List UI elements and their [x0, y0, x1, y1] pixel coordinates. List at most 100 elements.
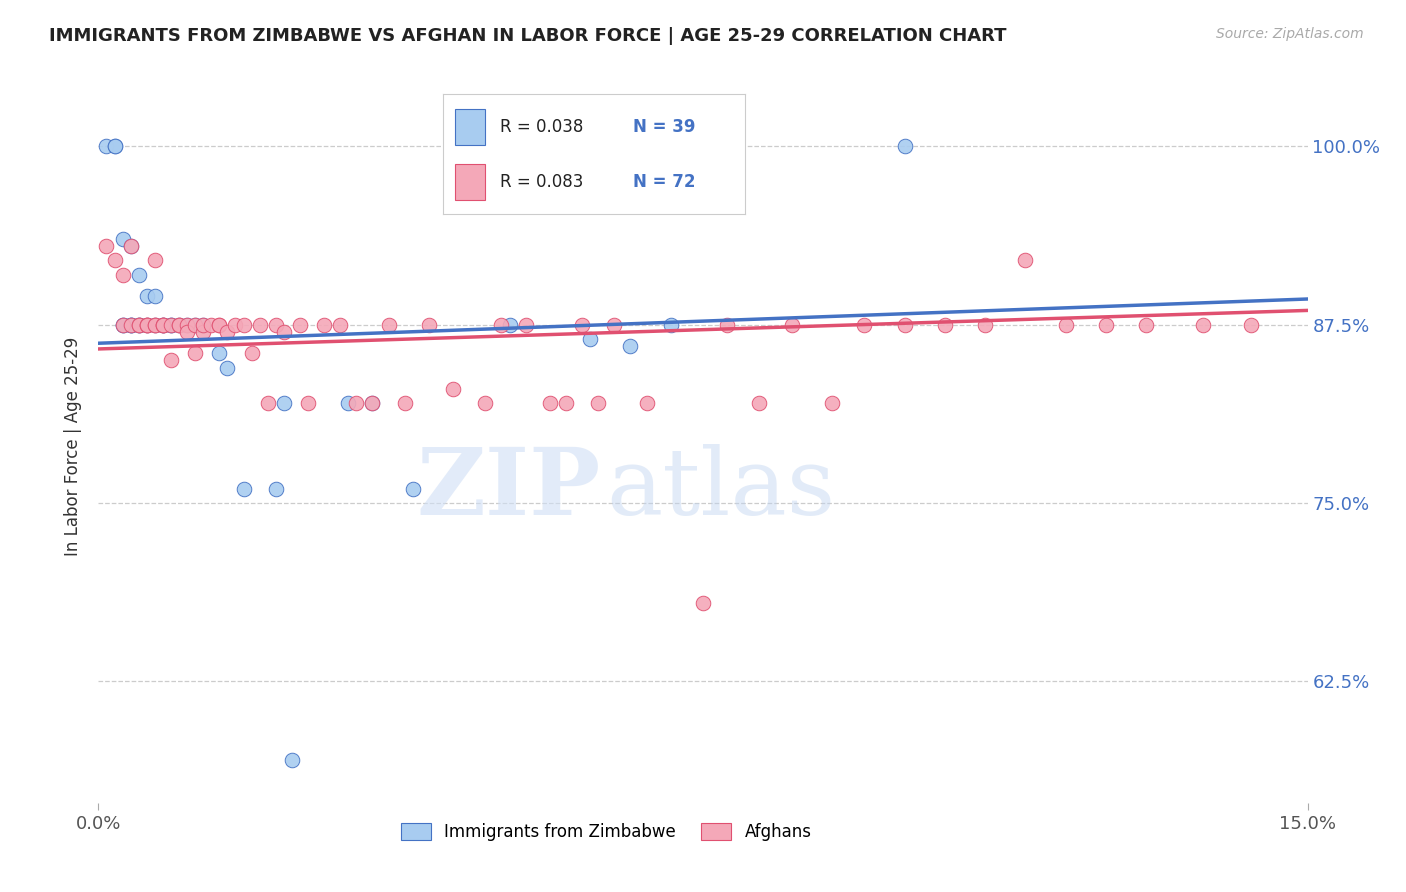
- Point: [96, 139, 118, 153]
- Point: [418, 318, 440, 332]
- Point: [120, 239, 142, 253]
- Point: [314, 318, 336, 332]
- Point: [208, 318, 231, 332]
- Point: [120, 318, 142, 332]
- Point: [184, 318, 207, 332]
- Point: [361, 396, 384, 410]
- Point: [232, 482, 254, 496]
- Point: [111, 232, 134, 246]
- Point: [143, 289, 166, 303]
- Point: [111, 268, 134, 282]
- Point: [692, 596, 714, 610]
- Point: [893, 318, 915, 332]
- Point: [240, 346, 263, 360]
- Point: [1054, 318, 1077, 332]
- FancyBboxPatch shape: [456, 110, 485, 145]
- Text: ZIP: ZIP: [416, 444, 600, 533]
- Point: [344, 396, 367, 410]
- Point: [103, 139, 125, 153]
- Point: [217, 325, 239, 339]
- Point: [264, 482, 287, 496]
- Point: [128, 268, 150, 282]
- Point: [748, 396, 770, 410]
- Point: [120, 239, 142, 253]
- Point: [538, 396, 561, 410]
- Point: [120, 318, 142, 332]
- Point: [288, 318, 311, 332]
- Point: [193, 325, 215, 339]
- Point: [337, 396, 360, 410]
- Point: [716, 318, 738, 332]
- Legend: Immigrants from Zimbabwe, Afghans: Immigrants from Zimbabwe, Afghans: [395, 816, 818, 848]
- Point: [160, 353, 183, 368]
- Point: [821, 396, 844, 410]
- Point: [893, 139, 915, 153]
- Point: [160, 318, 183, 332]
- Point: [193, 318, 215, 332]
- Point: [176, 325, 198, 339]
- Point: [176, 318, 198, 332]
- Point: [273, 396, 295, 410]
- Point: [273, 325, 295, 339]
- Text: N = 72: N = 72: [633, 172, 696, 191]
- Point: [120, 318, 142, 332]
- Point: [217, 360, 239, 375]
- Point: [167, 318, 190, 332]
- Point: [128, 318, 150, 332]
- Text: atlas: atlas: [606, 444, 835, 533]
- Point: [974, 318, 997, 332]
- Point: [1135, 318, 1157, 332]
- Point: [603, 318, 626, 332]
- Text: IMMIGRANTS FROM ZIMBABWE VS AFGHAN IN LABOR FORCE | AGE 25-29 CORRELATION CHART: IMMIGRANTS FROM ZIMBABWE VS AFGHAN IN LA…: [49, 27, 1007, 45]
- Point: [111, 318, 134, 332]
- FancyBboxPatch shape: [456, 163, 485, 200]
- Point: [167, 318, 190, 332]
- Point: [143, 318, 166, 332]
- Point: [515, 318, 537, 332]
- Point: [264, 318, 287, 332]
- Point: [152, 318, 174, 332]
- Point: [160, 318, 183, 332]
- Point: [571, 318, 593, 332]
- Point: [135, 318, 157, 332]
- Point: [111, 318, 134, 332]
- Point: [619, 339, 641, 353]
- Point: [256, 396, 278, 410]
- Point: [1014, 253, 1036, 268]
- Point: [184, 318, 207, 332]
- Point: [281, 753, 304, 767]
- Text: R = 0.038: R = 0.038: [501, 119, 583, 136]
- Point: [555, 396, 578, 410]
- Point: [167, 318, 190, 332]
- Point: [586, 396, 609, 410]
- Y-axis label: In Labor Force | Age 25-29: In Labor Force | Age 25-29: [63, 336, 82, 556]
- Point: [474, 396, 496, 410]
- Point: [232, 318, 254, 332]
- Point: [402, 482, 425, 496]
- Point: [128, 318, 150, 332]
- Point: [224, 318, 246, 332]
- Point: [152, 318, 174, 332]
- Point: [297, 396, 319, 410]
- Point: [1240, 318, 1263, 332]
- Point: [152, 318, 174, 332]
- Point: [329, 318, 352, 332]
- Text: R = 0.083: R = 0.083: [501, 172, 583, 191]
- Point: [128, 318, 150, 332]
- Point: [152, 318, 174, 332]
- Point: [143, 318, 166, 332]
- Point: [208, 318, 231, 332]
- Text: Source: ZipAtlas.com: Source: ZipAtlas.com: [1216, 27, 1364, 41]
- Point: [103, 139, 125, 153]
- Point: [128, 318, 150, 332]
- Point: [780, 318, 803, 332]
- Point: [135, 318, 157, 332]
- Point: [579, 332, 602, 346]
- Point: [135, 318, 157, 332]
- Point: [200, 318, 222, 332]
- Point: [103, 253, 125, 268]
- Point: [441, 382, 464, 396]
- Point: [152, 318, 174, 332]
- Point: [394, 396, 416, 410]
- Point: [208, 346, 231, 360]
